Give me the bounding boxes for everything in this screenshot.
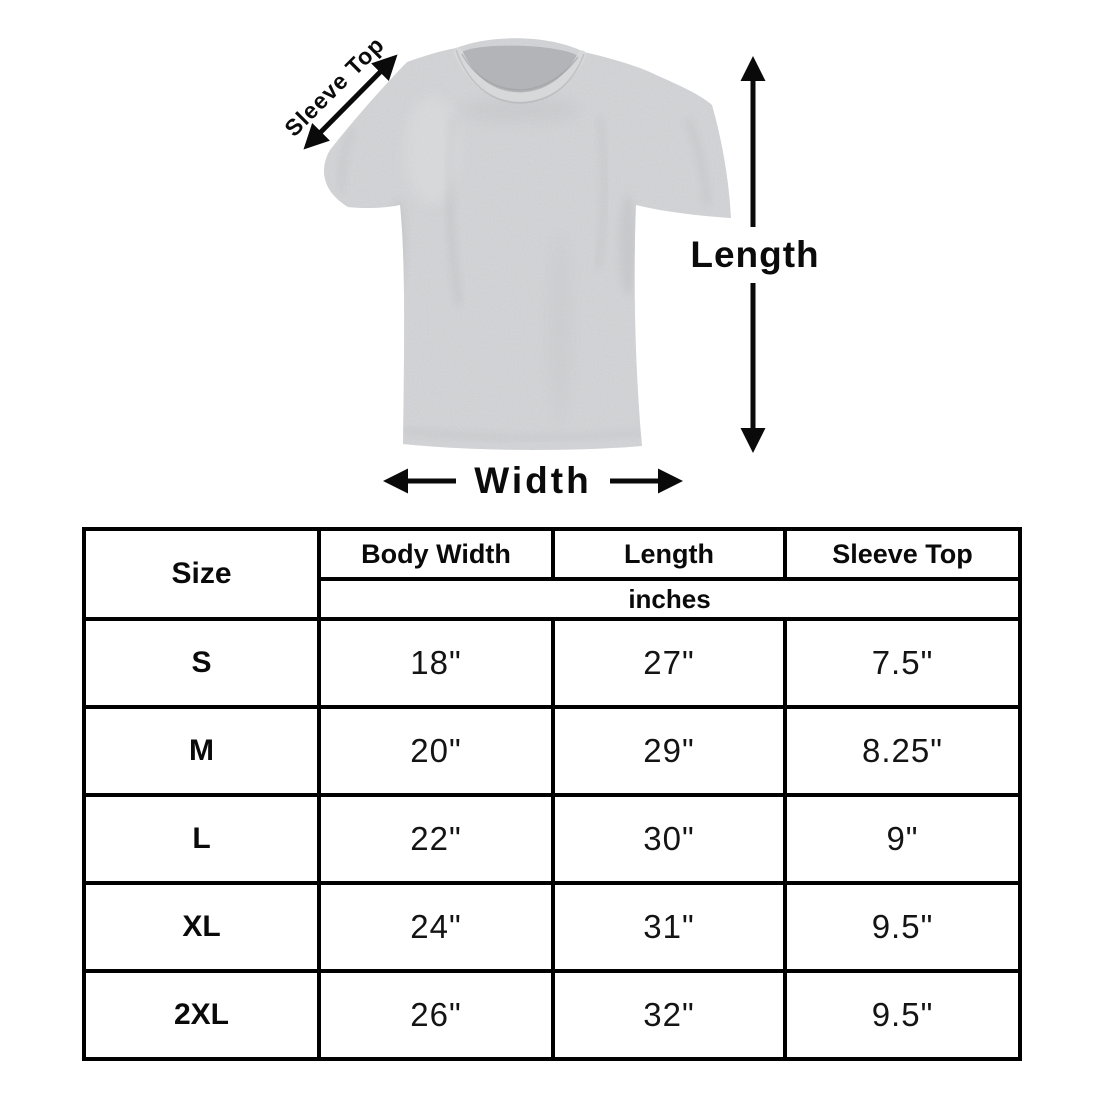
sleeve-top-arrow-icon	[303, 54, 398, 150]
column-header-size: Size	[82, 527, 321, 621]
table-row-2xl: 2XL 26" 32" 9.5"	[82, 969, 1022, 1061]
length-cell: 27"	[551, 617, 787, 709]
size-cell: L	[82, 793, 321, 885]
sleeve-top-cell: 9.5"	[783, 969, 1022, 1061]
size-chart-table: Size Body Width Length Sleeve Top inches…	[82, 527, 1022, 1061]
table-row-l: L 22" 30" 9"	[82, 793, 1022, 885]
body-width-cell: 20"	[317, 705, 555, 797]
body-width-cell: 22"	[317, 793, 555, 885]
sleeve-top-cell: 9"	[783, 793, 1022, 885]
length-cell: 29"	[551, 705, 787, 797]
size-cell: S	[82, 617, 321, 709]
length-cell: 30"	[551, 793, 787, 885]
table-row-s: S 18" 27" 7.5"	[82, 617, 1022, 709]
sleeve-top-cell: 7.5"	[783, 617, 1022, 709]
sleeve-top-cell: 9.5"	[783, 881, 1022, 973]
table-row-xl: XL 24" 31" 9.5"	[82, 881, 1022, 973]
tshirt-diagram	[303, 38, 766, 494]
column-header-sleeve-top: Sleeve Top	[783, 527, 1022, 581]
body-width-cell: 26"	[317, 969, 555, 1061]
units-header: inches	[317, 577, 1022, 621]
length-cell: 32"	[551, 969, 787, 1061]
size-cell: XL	[82, 881, 321, 973]
sleeve-top-cell: 8.25"	[783, 705, 1022, 797]
body-width-cell: 24"	[317, 881, 555, 973]
body-width-cell: 18"	[317, 617, 555, 709]
size-cell: M	[82, 705, 321, 797]
column-header-length: Length	[551, 527, 787, 581]
length-dimension-label: Length	[676, 227, 834, 283]
table-row-m: M 20" 29" 8.25"	[82, 705, 1022, 797]
size-cell: 2XL	[82, 969, 321, 1061]
column-header-body-width: Body Width	[317, 527, 555, 581]
width-dimension-label: Width	[474, 460, 592, 501]
length-cell: 31"	[551, 881, 787, 973]
